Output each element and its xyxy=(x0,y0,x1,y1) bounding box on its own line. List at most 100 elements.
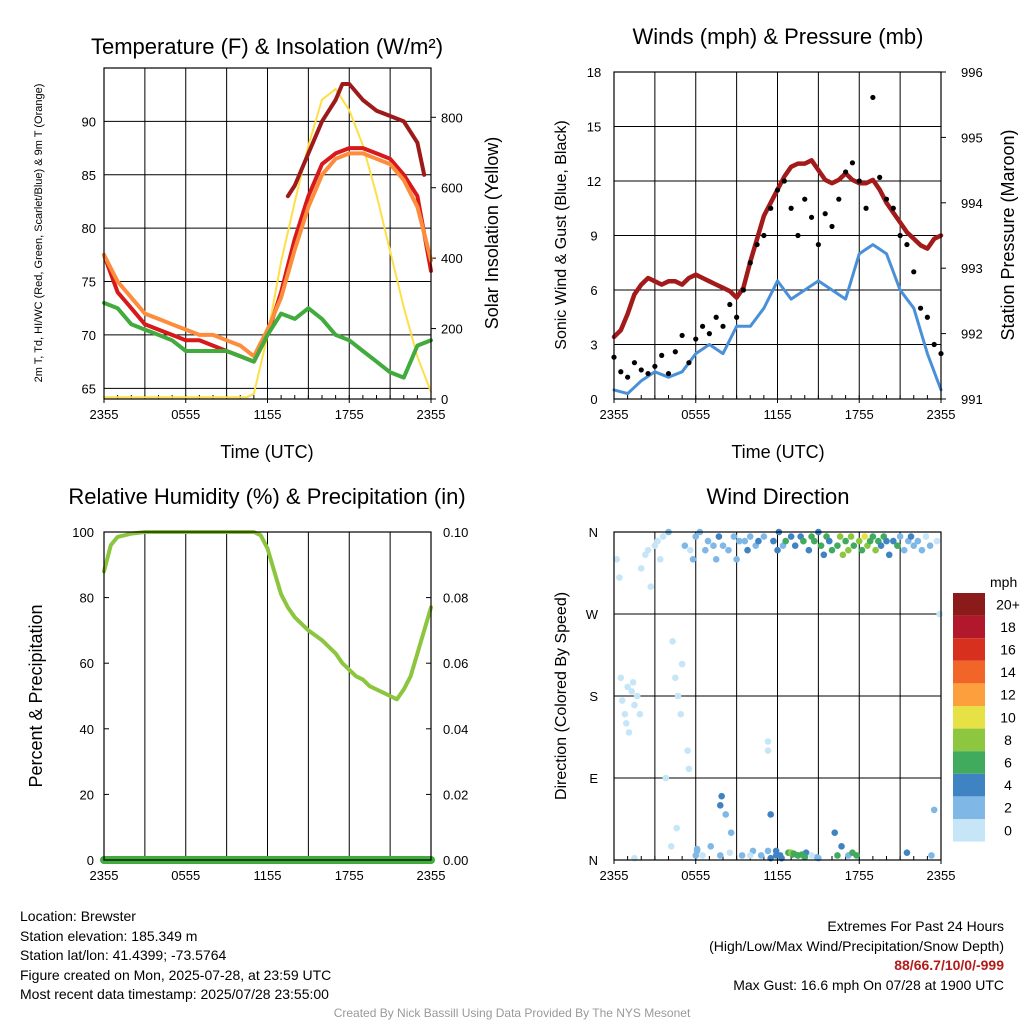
y2-tick-label: 0.06 xyxy=(443,656,468,671)
gust-point xyxy=(768,205,774,211)
gust-point xyxy=(883,196,890,202)
wind-direction-point xyxy=(926,542,934,549)
wind-direction-point xyxy=(738,852,746,859)
gust-point xyxy=(924,314,930,320)
gust-point xyxy=(774,187,781,193)
wind-direction-point xyxy=(877,542,885,549)
wind-direction-point xyxy=(710,542,717,549)
wind-direction-point xyxy=(834,542,841,549)
wind-direction-point xyxy=(654,537,661,545)
wind-direction-point xyxy=(733,556,740,563)
y2-tick-label: 0.10 xyxy=(443,525,468,540)
wind-direction-point xyxy=(631,701,638,709)
wind-direction-point xyxy=(861,533,868,540)
wind-direction-point xyxy=(730,533,738,540)
y2-tick-label: 600 xyxy=(441,181,463,196)
x-tick-label: 0555 xyxy=(681,407,710,422)
gust-point xyxy=(720,323,726,329)
insolation-line xyxy=(103,88,432,399)
wind-direction-point xyxy=(746,852,754,859)
y-tick-label: 3 xyxy=(590,338,597,353)
gust-point xyxy=(815,241,821,248)
elevation-text: Station elevation: 185.349 m xyxy=(20,927,198,944)
x-axis-label: Time (UTC) xyxy=(731,442,824,462)
legend-label: 8 xyxy=(1004,732,1012,748)
y-tick-label: 6 xyxy=(590,283,597,298)
y-tick-label: W xyxy=(586,607,599,622)
gust-point xyxy=(645,370,651,377)
y-tick-label: E xyxy=(589,771,598,786)
gust-point xyxy=(693,336,699,342)
gust-point xyxy=(761,232,767,239)
y-tick-label: 0 xyxy=(87,853,94,868)
y-tick-label: 40 xyxy=(80,722,94,737)
y2-axis-label: Station Pressure (Maroon) xyxy=(998,129,1018,340)
wind-direction-point xyxy=(628,688,636,695)
wind-direction-point xyxy=(845,546,852,554)
location-text: Location: Brewster xyxy=(20,908,136,924)
y-tick-label: 80 xyxy=(82,221,96,236)
y-tick-label: 18 xyxy=(587,65,601,80)
gust-point xyxy=(904,241,910,248)
wind-direction-point xyxy=(712,556,720,563)
x-tick-label: 1755 xyxy=(845,407,874,422)
wind-direction-point xyxy=(872,546,879,554)
winds-panel: 2355 0555 1155 1755 235503691215189919929939… xyxy=(553,24,1018,462)
wind-direction-point xyxy=(776,852,784,859)
wind-direction-point xyxy=(692,533,700,540)
legend-swatch xyxy=(953,773,985,797)
y-tick-label: 60 xyxy=(80,656,94,671)
gust-point xyxy=(911,269,917,275)
x-tick-label: 1155 xyxy=(254,868,282,883)
gust-point xyxy=(931,341,937,348)
wind-direction-point xyxy=(617,674,625,682)
legend-label: 16 xyxy=(1000,642,1016,658)
wind-direction-point xyxy=(677,710,685,718)
wind-direction-point xyxy=(673,824,680,832)
recent-text: Most recent data timestamp: 2025/07/28 2… xyxy=(20,986,329,1002)
legend-swatch xyxy=(953,615,985,639)
wind-direction-point xyxy=(647,583,655,590)
legend-swatch xyxy=(953,683,985,706)
wind-direction-point xyxy=(850,542,858,549)
y-tick-label: 100 xyxy=(72,525,94,540)
y2-tick-label: 994 xyxy=(961,196,983,211)
temperature-series-line xyxy=(102,151,433,359)
wind-direction-point xyxy=(736,537,743,545)
x-tick-label: 2355 xyxy=(90,868,119,883)
y2-tick-label: 0.02 xyxy=(443,787,468,802)
x-tick-label: 0555 xyxy=(171,868,200,883)
x-tick-label: 0555 xyxy=(171,407,200,422)
gust-point xyxy=(836,196,842,202)
wind-direction-point xyxy=(936,610,943,618)
legend-label: 0 xyxy=(1004,822,1012,838)
wind-direction-point xyxy=(838,843,845,850)
y-tick-label: 75 xyxy=(82,275,96,290)
wind-direction-point xyxy=(869,533,877,540)
y2-tick-label: 0.00 xyxy=(443,853,468,868)
x-tick-label: 1755 xyxy=(335,868,364,883)
gust-point xyxy=(618,369,624,375)
wind-direction-point xyxy=(693,845,701,853)
wind-direction-point xyxy=(681,542,689,549)
wind-direction-point xyxy=(820,551,828,559)
chart-title: Winds (mph) & Pressure (mb) xyxy=(633,24,924,49)
gust-point xyxy=(638,367,644,373)
gust-point xyxy=(877,174,883,180)
wind-direction-point xyxy=(621,710,629,718)
temperature-series-line xyxy=(285,82,427,199)
station-info: Location: Brewster Station elevation: 18… xyxy=(20,907,331,1005)
wind-direction-point xyxy=(662,774,670,782)
y-tick-label: 70 xyxy=(82,328,96,343)
wind-direction-point xyxy=(719,542,727,549)
legend-swatch xyxy=(953,593,985,616)
wind-direction-point xyxy=(817,542,825,549)
wind-direction-point xyxy=(825,537,833,545)
chart-title: Temperature (F) & Insolation (W/m²) xyxy=(91,34,443,59)
gust-point xyxy=(740,287,747,293)
legend-swatch xyxy=(953,728,985,752)
temperature-series-line xyxy=(102,300,433,380)
wind-direction-point xyxy=(842,537,849,545)
wind-direction-point xyxy=(699,852,706,859)
